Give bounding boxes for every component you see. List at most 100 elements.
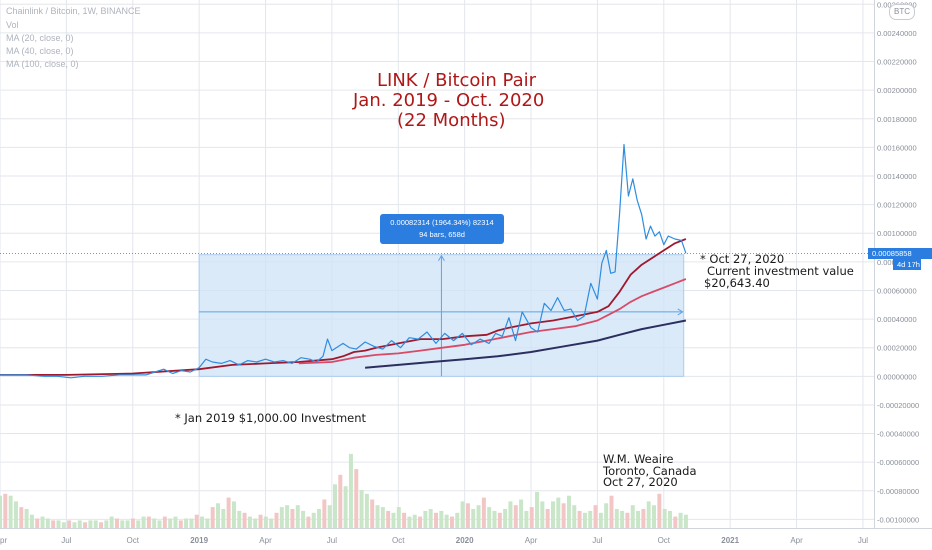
y-tick-label: 0.00020000 [877, 344, 917, 353]
volume-bar [535, 491, 540, 528]
volume-bar [391, 512, 396, 528]
x-tick-label: Oct [392, 536, 405, 545]
measure-horizontal-arrowhead [677, 308, 684, 316]
volume-bar [231, 501, 236, 528]
x-tick-label: 2020 [456, 536, 474, 545]
x-tick-label: Jul [592, 536, 602, 545]
volume-bar [396, 507, 401, 528]
volume-bar [306, 516, 311, 528]
volume-bar [146, 516, 151, 528]
volume-bar [582, 512, 587, 528]
volume-bar [322, 499, 327, 528]
volume-bar [657, 493, 662, 528]
volume-bar [253, 518, 258, 528]
volume-bar [370, 499, 375, 528]
author-date: Oct 27, 2020 [603, 475, 678, 489]
volume-bar [524, 510, 529, 528]
volume-bar [61, 522, 66, 528]
x-tick-label: pr [0, 536, 7, 545]
series-line-ma-40-close-0 [298, 278, 687, 365]
volume-bar [332, 484, 337, 528]
author-city: Toronto, Canada [603, 464, 697, 478]
volume-bar [667, 510, 672, 528]
volume-bar [625, 512, 630, 528]
volume-bar [402, 512, 407, 528]
volume-bar [67, 520, 72, 528]
volume-bar [572, 505, 577, 528]
author-name: W.M. Weaire [603, 452, 674, 466]
chart-title-line-3: (22 Months) [397, 110, 506, 131]
volume-bar [77, 520, 82, 528]
x-tick-label: Apr [259, 536, 272, 545]
volume-bar [465, 503, 470, 528]
volume-bar [434, 512, 439, 528]
volume-bar [221, 509, 226, 528]
y-tick-label: 0.00220000 [877, 58, 917, 67]
volume-bar [418, 516, 423, 528]
volume-bar [152, 518, 157, 528]
volume-bar [226, 497, 231, 528]
volume-bar [652, 505, 657, 528]
y-axis: 0.002600000.002400000.002200000.00200000… [874, 0, 932, 550]
volume-bar [141, 516, 146, 528]
x-tick-label: Apr [525, 536, 538, 545]
volume-bar [258, 514, 263, 528]
volume-bar [588, 510, 593, 528]
volume-bar [598, 512, 603, 528]
volume-bar [673, 516, 678, 528]
volume-bar [279, 507, 284, 528]
x-tick-label: Apr [790, 536, 803, 545]
x-tick-label: Jul [858, 536, 868, 545]
volume-bar [343, 486, 348, 528]
y-tick-label: 0.00040000 [877, 315, 917, 324]
volume-bar [508, 501, 513, 528]
volume-bar [93, 520, 98, 528]
volume-bar [83, 522, 88, 528]
volume-bar [641, 509, 646, 528]
legend-symbol[interactable]: Chainlink / Bitcoin, 1W, BINANCE [6, 6, 141, 16]
jan-note: * Jan 2019 $1,000.00 Investment [175, 411, 367, 425]
volume-layer [0, 453, 688, 528]
volume-bar [301, 510, 306, 528]
x-tick-label: Jul [61, 536, 71, 545]
volume-bar [380, 507, 385, 528]
measure-vertical-arrowhead [437, 254, 445, 261]
volume-bar [242, 512, 247, 528]
volume-bar [503, 509, 508, 528]
volume-bar [604, 503, 609, 528]
volume-bar [428, 509, 433, 528]
volume-bar [630, 505, 635, 528]
volume-bar [593, 505, 598, 528]
currency-badge[interactable]: BTC [889, 4, 915, 20]
y-axis-background [874, 0, 932, 550]
volume-bar [449, 516, 454, 528]
volume-bar [364, 493, 369, 528]
y-tick-label: 0.00000000 [877, 372, 917, 381]
y-tick-label: 0.00120000 [877, 201, 917, 210]
legend-volume[interactable]: Vol [6, 20, 19, 30]
volume-bar [40, 516, 45, 528]
current-price-tag: 0.00085858 [868, 247, 932, 259]
volume-bar [285, 505, 290, 528]
volume-bar [455, 512, 460, 528]
volume-bar [35, 518, 40, 528]
volume-bar [407, 516, 412, 528]
volume-bar [45, 518, 50, 528]
volume-bar [88, 520, 93, 528]
volume-bar [545, 509, 550, 528]
volume-bar [386, 510, 391, 528]
volume-bar [200, 516, 205, 528]
legend-ma20[interactable]: MA (20, close, 0) [6, 33, 74, 43]
volume-bar [614, 509, 619, 528]
y-tick-label: -0.00100000 [877, 515, 919, 524]
volume-bar [168, 518, 173, 528]
x-tick-label: 2021 [721, 536, 739, 545]
volume-bar [173, 516, 178, 528]
legend-ma40[interactable]: MA (40, close, 0) [6, 46, 74, 56]
chart-title-line-2: Jan. 2019 - Oct. 2020 [353, 90, 545, 111]
volume-bar [104, 520, 109, 528]
legend-ma100[interactable]: MA (100, close, 0) [6, 59, 79, 69]
volume-bar [194, 514, 199, 528]
measure-tooltip-line-1: 0.00082314 (1964.34%) 82314 [390, 218, 494, 227]
volume-bar [348, 453, 353, 528]
